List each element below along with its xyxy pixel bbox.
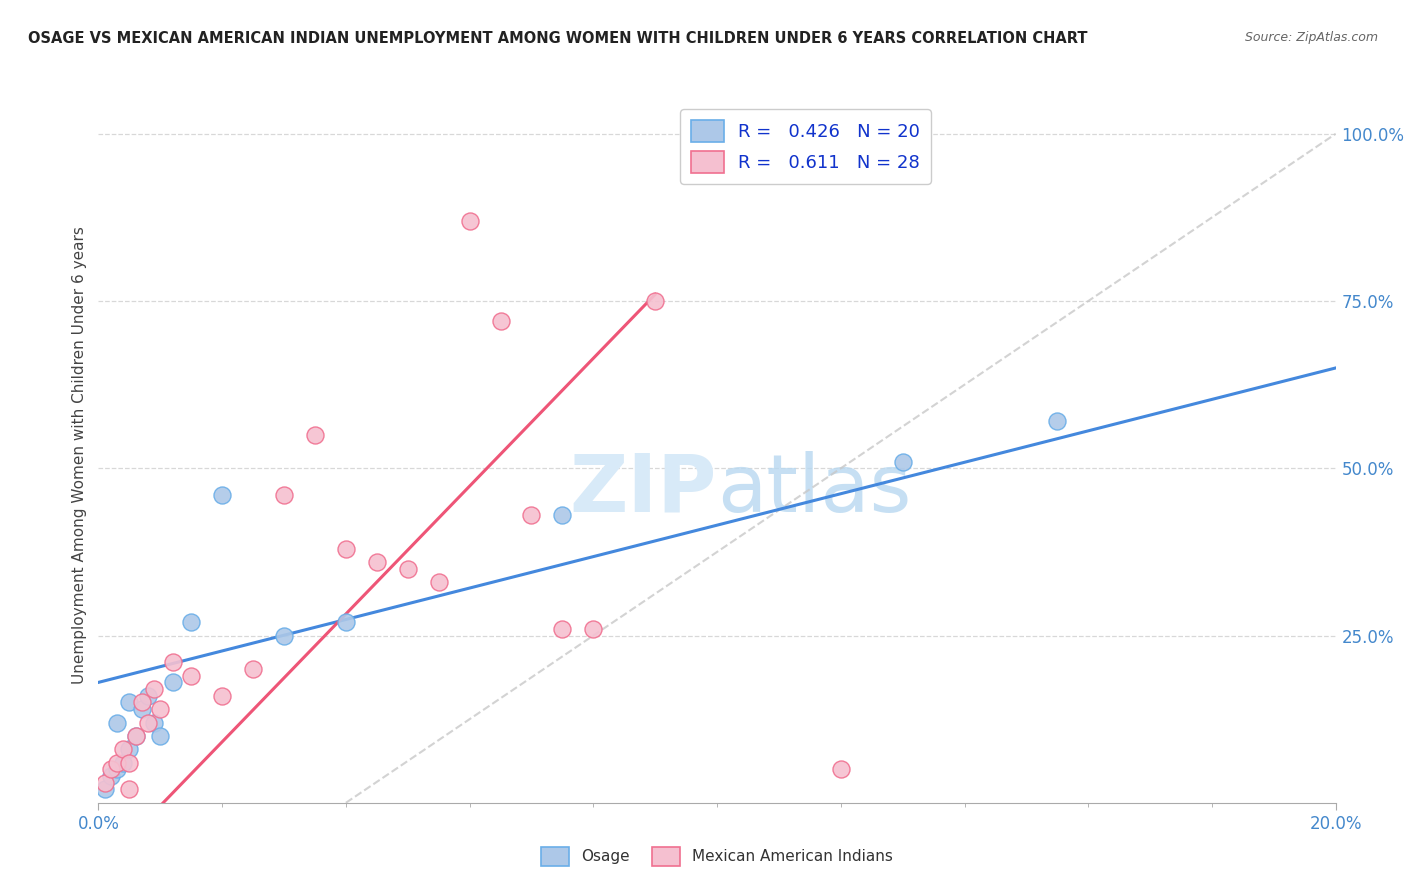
Point (124, 729, 146, 743)
Point (644, 294, 666, 309)
Point (105, 762, 128, 776)
Point (1046, 415, 1069, 429)
Text: OSAGE VS MEXICAN AMERICAN INDIAN UNEMPLOYMENT AMONG WOMEN WITH CHILDREN UNDER 6 : OSAGE VS MEXICAN AMERICAN INDIAN UNEMPLO… (28, 31, 1088, 46)
Point (242, 662, 264, 676)
Point (136, 715, 159, 730)
Point (162, 655, 184, 669)
Point (551, 508, 574, 523)
Point (427, 575, 450, 590)
Point (136, 689, 159, 703)
Point (335, 615, 357, 630)
Point (458, 214, 481, 228)
Point (118, 742, 141, 756)
Point (304, 428, 326, 442)
Point (891, 455, 914, 469)
Point (180, 669, 202, 683)
Point (335, 541, 357, 556)
Point (112, 742, 135, 756)
Point (180, 615, 202, 630)
Point (149, 729, 172, 743)
Point (149, 702, 172, 716)
Point (273, 488, 295, 502)
Legend: Osage, Mexican American Indians: Osage, Mexican American Indians (536, 841, 898, 871)
Point (366, 555, 388, 569)
Point (520, 508, 543, 523)
Point (551, 622, 574, 636)
Point (118, 696, 141, 710)
Point (211, 488, 233, 502)
Point (131, 696, 153, 710)
Point (273, 628, 295, 642)
Point (489, 314, 512, 328)
Point (143, 715, 166, 730)
Point (143, 681, 166, 696)
Point (582, 622, 605, 636)
Point (105, 756, 128, 770)
Point (131, 702, 153, 716)
Text: Source: ZipAtlas.com: Source: ZipAtlas.com (1244, 31, 1378, 45)
Point (211, 689, 233, 703)
Point (93, 775, 115, 790)
Point (118, 782, 141, 797)
Point (105, 715, 128, 730)
Point (162, 675, 184, 690)
Y-axis label: Unemployment Among Women with Children Under 6 years: Unemployment Among Women with Children U… (72, 226, 87, 684)
Point (396, 562, 419, 576)
Point (830, 762, 852, 776)
Point (93, 782, 115, 797)
Point (124, 729, 146, 743)
Point (112, 756, 135, 770)
Point (100, 762, 122, 776)
Text: ZIP: ZIP (569, 450, 717, 529)
Text: atlas: atlas (717, 450, 911, 529)
Point (118, 756, 141, 770)
Point (100, 769, 122, 783)
